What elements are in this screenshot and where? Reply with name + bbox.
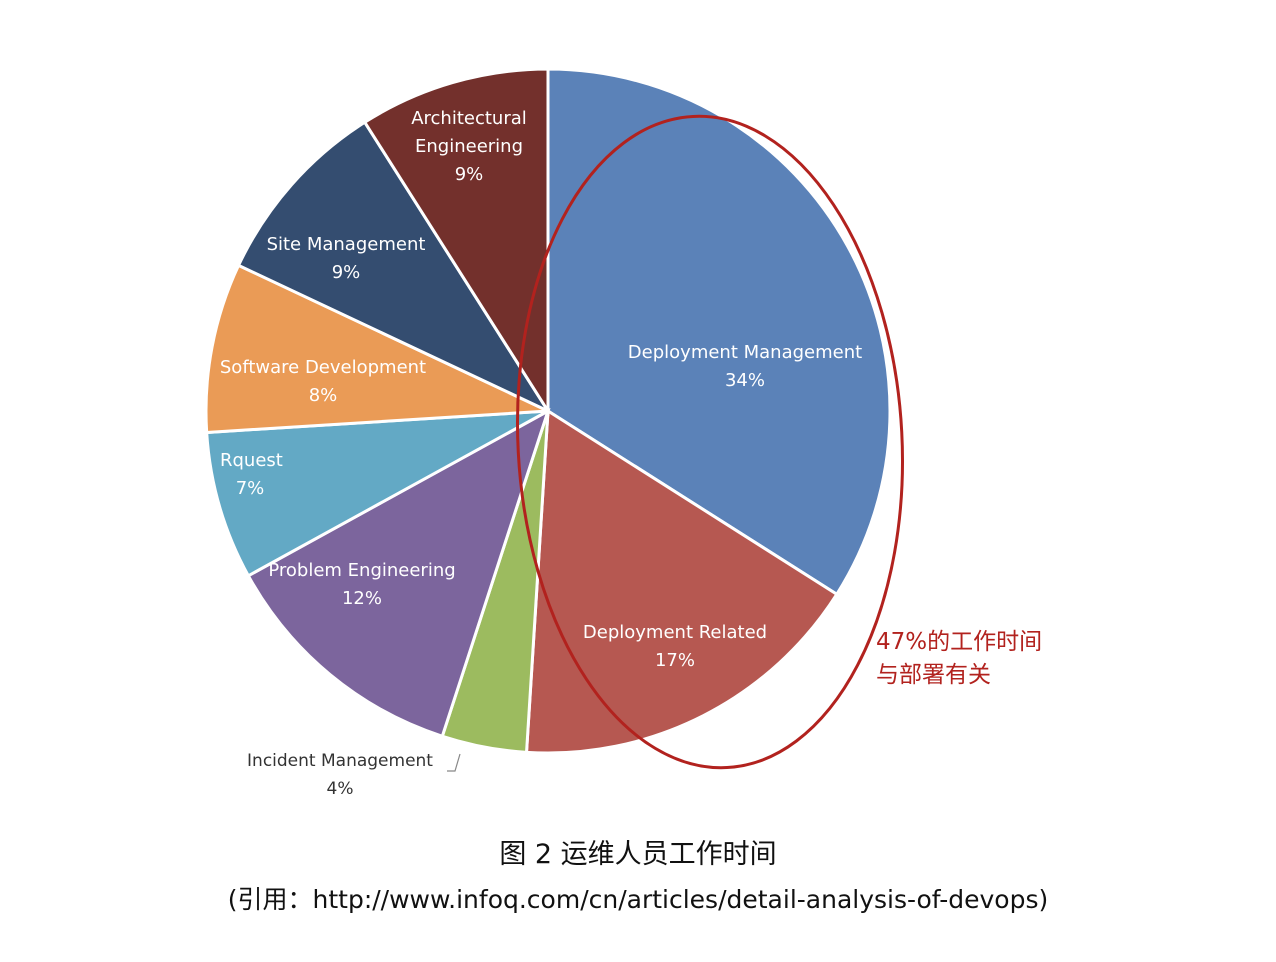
slice-value-deployment-related: 17%	[655, 650, 695, 671]
annotation-line-2: 与部署有关	[876, 662, 991, 688]
annotation-line-1: 47%的工作时间	[876, 629, 1042, 655]
slice-label-deployment-management: Deployment Management	[628, 342, 862, 363]
slice-label-software-development: Software Development	[220, 357, 426, 378]
pie-slice-deployment-related	[524, 408, 839, 755]
slice-value-incident-management: 4%	[327, 779, 354, 799]
slice-value-rquest: 7%	[236, 478, 265, 499]
pie-slice-rquest	[205, 409, 549, 578]
labels-layer: Deployment Management 34% Deployment Relat…	[220, 108, 862, 799]
pie-slice-problem-engineering	[246, 407, 551, 739]
figure-source: (引用：http://www.infoq.com/cn/articles/det…	[227, 885, 1049, 914]
slice-label-incident-management: Incident Management	[247, 751, 433, 771]
pie-slice-site-management	[236, 120, 553, 415]
slice-label-architectural-engineering-1: Architectural	[411, 108, 527, 129]
slice-value-software-development: 8%	[309, 385, 338, 406]
pie-slice-software-development	[204, 263, 549, 435]
slice-value-architectural-engineering: 9%	[455, 164, 484, 185]
slice-label-problem-engineering: Problem Engineering	[268, 560, 455, 581]
pie-slice-architectural-engineering	[362, 67, 550, 417]
slice-value-problem-engineering: 12%	[342, 588, 382, 609]
pie-chart: Deployment Management 34% Deployment Relat…	[204, 67, 1042, 799]
slice-label-deployment-related: Deployment Related	[583, 622, 767, 643]
slice-label-architectural-engineering-2: Engineering	[415, 136, 523, 157]
leader-line-incident-management	[447, 753, 461, 772]
highlight-ellipse	[516, 114, 904, 770]
pie-chart-svg: Deployment Management 34% Deployment Relat…	[204, 67, 1042, 799]
slices-layer	[204, 67, 892, 755]
slice-value-site-management: 9%	[332, 262, 361, 283]
figure-caption: 图 2 运维人员工作时间	[499, 839, 777, 870]
slice-value-deployment-management: 34%	[725, 370, 765, 391]
annotation-layer: 47%的工作时间 与部署有关	[516, 114, 1042, 770]
slice-label-rquest: Rquest	[220, 450, 283, 471]
pie-slice-deployment-management	[546, 67, 892, 597]
slice-label-site-management: Site Management	[267, 234, 426, 255]
